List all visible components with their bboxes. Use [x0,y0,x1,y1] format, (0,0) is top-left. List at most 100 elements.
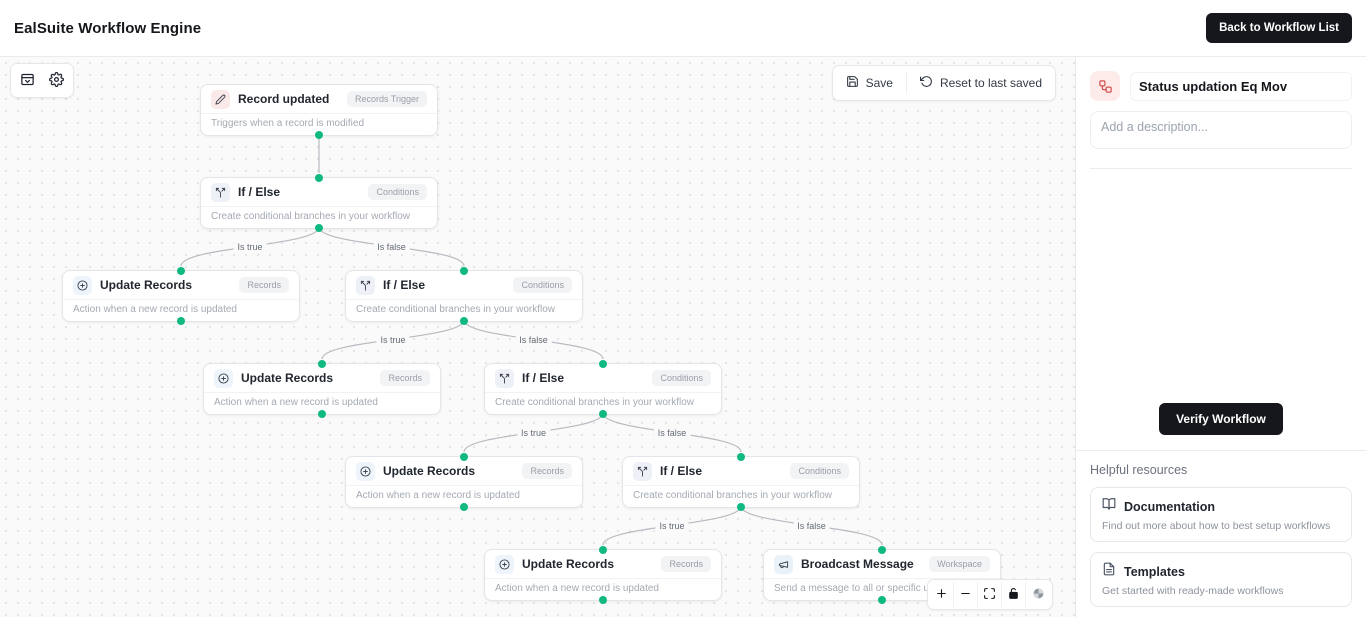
resource-title: Documentation [1124,499,1215,514]
node-handle-top[interactable] [460,453,468,461]
canvas-left-toolbar [10,63,74,98]
node-title: Update Records [522,557,615,571]
node-category-badge: Records [380,370,430,386]
node-category-badge: Conditions [790,463,849,479]
branch-icon [356,275,375,295]
reset-to-last-saved-button[interactable]: Reset to last saved [907,66,1055,100]
node-category-badge: Conditions [368,184,427,200]
branch-icon [495,368,514,388]
edge-label: Is true [233,240,267,253]
node-title: If / Else [522,371,565,385]
node-handle-bottom[interactable] [177,317,185,325]
sidebar-spacer [1076,169,1366,393]
main-layout: Is true Is false Is true Is false Is true Is … [0,57,1366,617]
node-header: Update Records Records [204,364,440,392]
pencil-icon [211,89,230,109]
back-to-workflow-list-button[interactable]: Back to Workflow List [1206,13,1352,43]
save-button[interactable]: Save [833,66,906,100]
node-handle-bottom[interactable] [599,596,607,604]
workflow-node-ifelse-3[interactable]: If / Else Conditions Create conditional br… [484,360,722,418]
fit-view-button[interactable] [978,582,1002,607]
edge-label: Is false [515,333,552,346]
node-handle-bottom[interactable] [315,224,323,232]
workflow-node-update-3[interactable]: Update Records Records Action when a new r… [345,453,583,511]
megaphone-icon [774,554,793,574]
node-header: Update Records Records [63,271,299,299]
node-handle-top[interactable] [599,360,607,368]
plus-button[interactable] [930,582,954,607]
node-title: Update Records [100,278,193,292]
verify-workflow-button[interactable]: Verify Workflow [1159,403,1283,435]
edge-label: Is true [655,519,689,532]
node-header: If / Else Conditions [201,178,437,206]
workflow-node-ifelse-4[interactable]: If / Else Conditions Create conditional br… [622,453,860,511]
node-handle-top[interactable] [599,546,607,554]
plus-icon [935,587,948,603]
node-header: If / Else Conditions [485,364,721,392]
page-title: EalSuite Workflow Engine [14,19,202,37]
workflow-node-update-4[interactable]: Update Records Records Action when a new r… [484,546,722,604]
node-handle-bottom[interactable] [599,410,607,418]
node-handle-bottom[interactable] [315,131,323,139]
circle-plus-icon [356,461,375,481]
node-description: Create conditional branches in your work… [485,392,721,414]
workflow-node-ifelse-1[interactable]: If / Else Conditions Create conditional br… [200,174,438,232]
workflow-node-ifelse-2[interactable]: If / Else Conditions Create conditional br… [345,267,583,325]
node-handle-top[interactable] [318,360,326,368]
resources-heading: Helpful resources [1090,463,1188,477]
settings-gear-button[interactable] [43,67,70,94]
settings-gear-icon [49,71,64,90]
edge-label: Is false [373,240,410,253]
node-header: Update Records Records [485,550,721,578]
minus-button[interactable] [954,582,978,607]
file-icon [1102,562,1116,581]
node-description: Action when a new record is updated [204,392,440,414]
node-handle-top[interactable] [460,267,468,275]
node-handle-bottom[interactable] [737,503,745,511]
helpful-resources-section: Helpful resources Documentation Find out… [1076,450,1366,617]
workflow-description-input[interactable] [1090,111,1352,149]
edge-label: Is false [653,426,691,439]
node-description: Create conditional branches in your work… [623,485,859,507]
archive-panel-icon [20,72,35,90]
circle-plus-icon [495,554,514,574]
minus-icon [959,587,972,603]
workflow-node-update-2[interactable]: Update Records Records Action when a new r… [203,360,441,418]
templates-card[interactable]: Templates Get started with ready-made wo… [1090,552,1352,607]
node-handle-bottom[interactable] [460,503,468,511]
node-header: Broadcast Message Workspace [764,550,1000,578]
node-handle-top[interactable] [177,267,185,275]
node-category-badge: Records [239,277,289,293]
node-header: Record updated Records Trigger [201,85,437,113]
node-handle-bottom[interactable] [878,596,886,604]
node-title: Broadcast Message [801,557,914,571]
app-header: EalSuite Workflow Engine Back to Workflo… [0,0,1366,57]
documentation-card[interactable]: Documentation Find out more about how to… [1090,487,1352,542]
resource-subtitle: Find out more about how to best setup wo… [1102,520,1331,532]
node-handle-top[interactable] [315,174,323,182]
resource-subtitle: Get started with ready-made workflows [1102,585,1284,597]
edge-label: Is true [516,426,551,439]
branch-icon [633,461,652,481]
save-button-label: Save [865,76,893,90]
branch-icon [211,182,230,202]
node-handle-top[interactable] [737,453,745,461]
node-category-badge: Conditions [513,277,572,293]
workflow-canvas[interactable]: Is true Is false Is true Is false Is true Is … [0,57,1076,617]
workflow-node-record-updated[interactable]: Record updated Records Trigger Triggers wh… [200,84,438,139]
archive-panel-button[interactable] [14,67,41,94]
node-handle-bottom[interactable] [318,410,326,418]
lock-button[interactable] [1002,582,1026,607]
node-description: Create conditional branches in your work… [201,206,437,228]
node-header: If / Else Conditions [346,271,582,299]
workflow-name-input[interactable] [1130,71,1352,101]
node-header: If / Else Conditions [623,457,859,485]
node-description: Action when a new record is updated [346,485,582,507]
node-handle-bottom[interactable] [460,317,468,325]
node-category-badge: Records [661,556,711,572]
workflow-node-update-1[interactable]: Update Records Records Action when a new r… [62,267,300,325]
node-handle-top[interactable] [878,546,886,554]
node-title: If / Else [660,464,703,478]
sidebar-divider [1090,168,1352,169]
interactivity-button[interactable] [1026,582,1050,607]
